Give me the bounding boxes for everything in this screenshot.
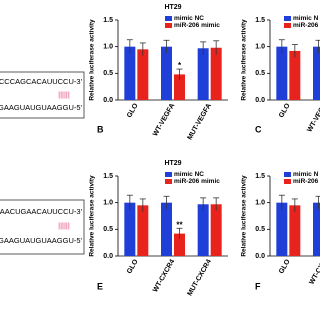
legend-swatch	[165, 179, 172, 184]
legend-label: miR-206	[293, 178, 319, 185]
legend-label: miR-206 mimic	[174, 178, 220, 185]
bar	[276, 46, 288, 100]
sequence-box	[0, 71, 85, 119]
y-tick-label: 1.5	[103, 17, 113, 24]
panel-label: B	[97, 124, 104, 134]
y-tick-label: 0.5	[255, 226, 265, 233]
y-tick-label: 0.0	[255, 97, 265, 104]
sequence-line: GUGAAGUAUGUAAGGU-5'	[0, 236, 83, 245]
bar	[137, 49, 149, 100]
y-tick-label: 0.5	[255, 70, 265, 77]
y-axis-label: Relative luciferase activity	[89, 19, 96, 101]
sequence-pairing: ||||||	[58, 221, 70, 230]
sequence-line: GUGAAGUAUGUAAGGU-5'	[0, 103, 83, 112]
y-tick-label: 0.5	[103, 70, 113, 77]
legend-swatch	[165, 16, 172, 21]
significance-mark: *	[178, 61, 182, 70]
legend-swatch	[284, 179, 291, 184]
legend-label: mimic N	[293, 15, 319, 22]
bar	[197, 204, 209, 256]
x-tick-label: GLO	[126, 102, 140, 119]
bar	[289, 205, 301, 256]
y-tick-label: 1.0	[255, 200, 265, 207]
bar	[313, 46, 320, 100]
y-tick-label: 1.0	[103, 200, 113, 207]
sequence-box	[0, 199, 85, 255]
chart-title: HT29	[164, 4, 181, 11]
y-axis-label: Relative luciferase activity	[89, 175, 96, 257]
bar	[161, 46, 172, 100]
bar	[174, 74, 185, 100]
y-axis-label: Relative luciferase activity	[241, 175, 248, 257]
x-tick-label: GLO	[278, 258, 292, 275]
x-tick-label: WT-CXC	[308, 258, 320, 285]
y-tick-label: 1.0	[255, 44, 265, 51]
bar	[124, 202, 136, 256]
bar	[137, 205, 149, 256]
legend-swatch	[165, 172, 172, 177]
chart-title: HT29	[164, 160, 181, 167]
x-tick-label: GLO	[278, 102, 292, 119]
y-tick-label: 1.5	[255, 173, 265, 180]
x-tick-label: MUT-VEGFA	[187, 102, 213, 141]
bar	[276, 202, 288, 256]
y-tick-label: 0.0	[103, 253, 113, 260]
bar	[210, 204, 222, 256]
y-tick-label: 1.0	[103, 44, 113, 51]
legend-label: mimic NC	[174, 171, 204, 178]
x-tick-label: WT-CXCR4	[152, 258, 176, 293]
significance-mark: **	[176, 220, 183, 229]
legend-label: mimic N	[293, 171, 319, 178]
panel-label: C	[255, 124, 262, 134]
bar	[289, 50, 301, 100]
bar	[124, 46, 136, 100]
y-tick-label: 0.5	[103, 226, 113, 233]
sequence-pairing: ||||||	[58, 90, 70, 99]
x-tick-label: GLO	[126, 258, 140, 275]
sequence-line: GAGGAACUGAACAUUCCU-3'	[0, 207, 83, 216]
bar	[313, 202, 320, 256]
legend-label: miR-206	[293, 22, 319, 29]
legend-swatch	[284, 23, 291, 28]
y-tick-label: 0.0	[255, 253, 265, 260]
sequence-line: CCCAGCACAUUCCU-3'	[0, 77, 83, 86]
legend-swatch	[284, 172, 291, 177]
panel-label: E	[97, 281, 103, 291]
x-tick-label: MUT-CXCR4	[187, 258, 214, 297]
bar	[210, 47, 222, 100]
bar	[174, 233, 185, 256]
y-tick-label: 1.5	[103, 173, 113, 180]
panel-label: F	[255, 281, 261, 291]
legend-label: mimic NC	[174, 15, 204, 22]
legend-swatch	[284, 16, 291, 21]
legend-label: miR-206 mimic	[174, 22, 220, 29]
legend-swatch	[165, 23, 172, 28]
y-tick-label: 0.0	[103, 97, 113, 104]
bar	[161, 202, 172, 256]
y-tick-label: 1.5	[255, 17, 265, 24]
x-tick-label: WT-VEGFA	[152, 102, 176, 137]
y-axis-label: Relative luciferase activity	[241, 19, 248, 101]
bar	[197, 48, 209, 100]
x-tick-label: WT-VEGF	[306, 102, 320, 134]
